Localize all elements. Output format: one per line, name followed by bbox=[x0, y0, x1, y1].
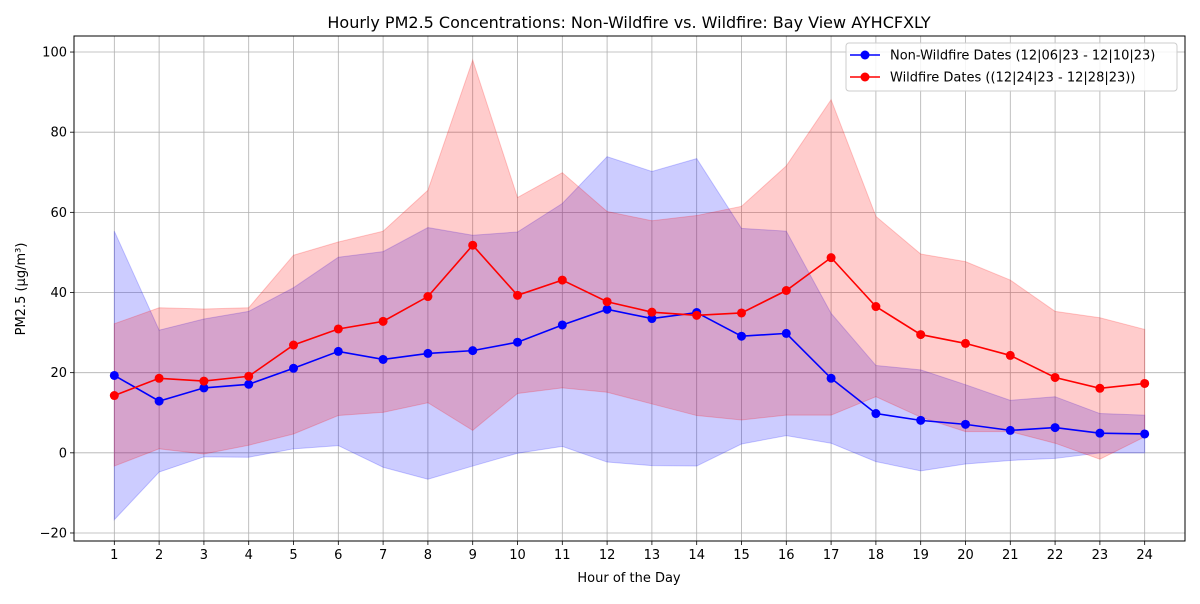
series-2-point bbox=[960, 338, 970, 348]
series-1-point bbox=[557, 320, 567, 330]
series-2-point bbox=[781, 286, 791, 296]
series-1-point bbox=[1140, 429, 1150, 439]
series-2-point bbox=[1140, 378, 1150, 388]
axis-ticks: 1 2 3 4 5 6 7 8 9 10 11 12 13 14 15 16 17 18 19 20 21 22 23 24−… bbox=[40, 46, 1153, 563]
y-tick-label: 0 bbox=[59, 446, 67, 461]
confidence-bands bbox=[113, 58, 1146, 522]
x-tick-label: 12 bbox=[599, 548, 616, 563]
series-2-point bbox=[736, 308, 746, 318]
series-1-line bbox=[113, 308, 1145, 435]
series-1-band bbox=[113, 156, 1146, 522]
x-tick-label: 13 bbox=[644, 548, 661, 563]
x-tick-label: 7 bbox=[379, 548, 387, 563]
series-1-point bbox=[289, 363, 299, 373]
series-2-point bbox=[602, 297, 612, 307]
legend-label-1: Non-Wildfire Dates (12|06|23 - 12|10|23) bbox=[890, 49, 1155, 64]
series-2-point bbox=[1095, 383, 1105, 393]
series-2-point bbox=[513, 290, 523, 300]
series-1-point bbox=[1095, 428, 1105, 438]
series-1-point bbox=[960, 419, 970, 429]
x-tick-label: 14 bbox=[688, 548, 705, 563]
series-2-point bbox=[557, 275, 567, 285]
x-tick-label: 15 bbox=[733, 548, 750, 563]
series-2-point bbox=[289, 340, 299, 350]
y-tick-label: 40 bbox=[50, 286, 67, 301]
x-tick-label: 21 bbox=[1002, 548, 1019, 563]
x-tick-label: 1 bbox=[110, 548, 118, 563]
x-tick-label: 24 bbox=[1136, 548, 1153, 563]
series-1-point bbox=[423, 348, 433, 358]
x-tick-label: 11 bbox=[554, 548, 571, 563]
series-1-point bbox=[871, 409, 881, 419]
series-2-point bbox=[333, 324, 343, 334]
legend-label-2: Wildfire Dates ((12|24|23 - 12|28|23)) bbox=[890, 71, 1135, 86]
series-2-point bbox=[871, 302, 881, 312]
y-tick-label: 20 bbox=[50, 366, 67, 381]
x-tick-label: 17 bbox=[823, 548, 840, 563]
series-2-point bbox=[468, 240, 478, 250]
series-1-point bbox=[1050, 423, 1060, 433]
y-tick-label: 80 bbox=[50, 126, 67, 141]
series-2-point bbox=[647, 307, 657, 317]
x-tick-label: 22 bbox=[1047, 548, 1064, 563]
x-tick-label: 6 bbox=[334, 548, 342, 563]
x-tick-label: 4 bbox=[245, 548, 253, 563]
series-2-point bbox=[199, 376, 209, 386]
y-axis-label: PM2.5 (µg/m³) bbox=[14, 243, 29, 336]
x-tick-label: 16 bbox=[778, 548, 795, 563]
series-2-point bbox=[916, 330, 926, 340]
x-tick-label: 20 bbox=[957, 548, 974, 563]
x-tick-label: 9 bbox=[469, 548, 477, 563]
series-2-point bbox=[1050, 372, 1060, 382]
y-tick-label: 100 bbox=[42, 46, 67, 61]
series-1-point bbox=[109, 370, 119, 380]
series-1-point bbox=[468, 346, 478, 356]
series-2-point bbox=[423, 292, 433, 302]
x-tick-label: 3 bbox=[200, 548, 208, 563]
x-tick-label: 5 bbox=[289, 548, 297, 563]
x-tick-label: 8 bbox=[424, 548, 432, 563]
y-tick-label: −20 bbox=[40, 526, 67, 541]
legend: Non-Wildfire Dates (12|06|23 - 12|10|23)… bbox=[845, 42, 1178, 92]
series-1-point bbox=[378, 354, 388, 364]
grid-lines bbox=[74, 36, 1185, 541]
plot-frame bbox=[73, 35, 1186, 542]
legend-marker-2 bbox=[860, 72, 870, 82]
series-1-point bbox=[602, 304, 612, 314]
series-2-point bbox=[826, 253, 836, 263]
series-1-point bbox=[916, 415, 926, 425]
series-2-point bbox=[378, 316, 388, 326]
series-1-point bbox=[199, 383, 209, 393]
x-axis-label: Hour of the Day bbox=[577, 571, 681, 586]
series-1-point bbox=[736, 331, 746, 341]
series-2-point bbox=[109, 391, 119, 401]
series-2-point bbox=[692, 310, 702, 320]
x-tick-label: 23 bbox=[1092, 548, 1109, 563]
series-2-point bbox=[244, 371, 254, 381]
series-1-point bbox=[1005, 425, 1015, 435]
series-1-point bbox=[244, 379, 254, 389]
series-2-point bbox=[154, 373, 164, 383]
series-1-point bbox=[154, 396, 164, 406]
chart-title: Hourly PM2.5 Concentrations: Non-Wildfir… bbox=[327, 13, 930, 32]
y-tick-label: 60 bbox=[50, 206, 67, 221]
series-1-point bbox=[781, 328, 791, 338]
series-2-point bbox=[1005, 350, 1015, 360]
legend-marker-1 bbox=[860, 50, 870, 60]
x-tick-label: 19 bbox=[912, 548, 929, 563]
legend-box bbox=[845, 42, 1178, 92]
series-1-point bbox=[647, 314, 657, 324]
series-lines bbox=[109, 240, 1150, 439]
series-2-line bbox=[114, 244, 1145, 397]
x-tick-label: 10 bbox=[509, 548, 526, 563]
series-1-point bbox=[826, 373, 836, 383]
series-1-point bbox=[333, 346, 343, 356]
x-tick-label: 18 bbox=[868, 548, 885, 563]
x-tick-label: 2 bbox=[155, 548, 163, 563]
series-1-point bbox=[513, 337, 523, 347]
